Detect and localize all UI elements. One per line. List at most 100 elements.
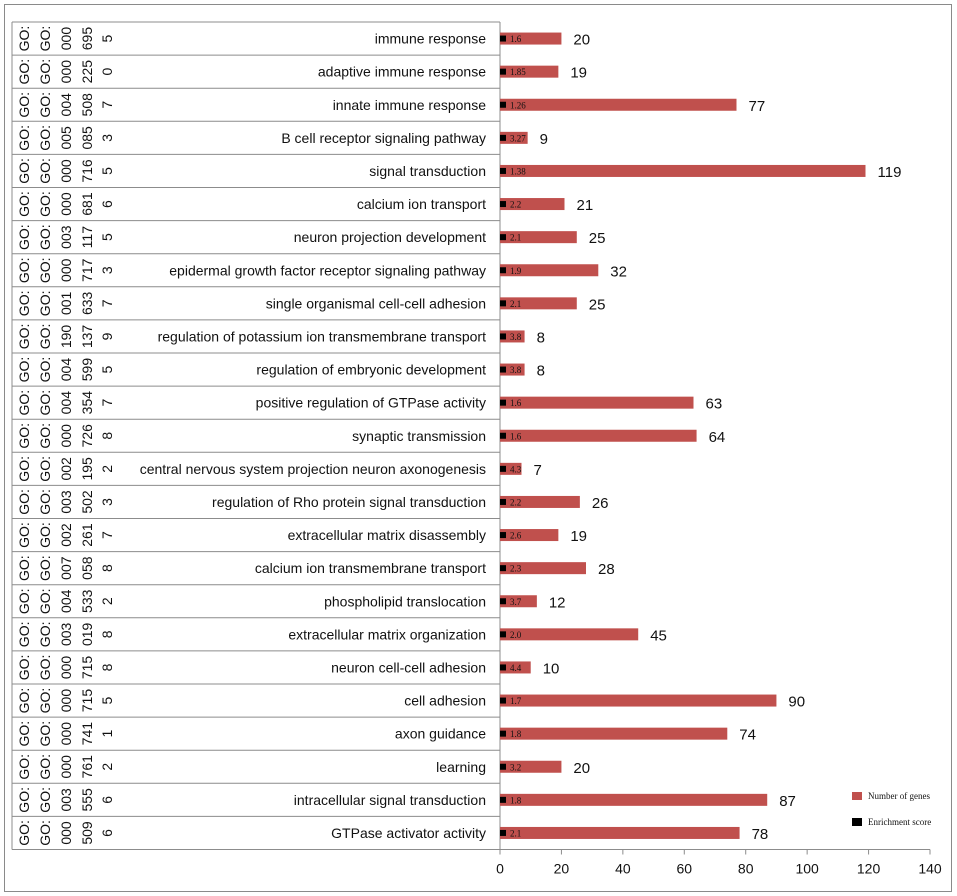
go-id-part: GO: xyxy=(37,158,53,184)
go-id-part: 502 xyxy=(79,490,95,514)
genes-bar xyxy=(500,529,559,542)
go-id-part: 509 xyxy=(79,821,95,845)
enrichment-bar xyxy=(500,565,506,572)
genes-value-label: 63 xyxy=(706,396,723,413)
enrichment-bar xyxy=(500,432,506,439)
x-tick-label: 20 xyxy=(554,861,570,877)
go-id-part: 002 xyxy=(58,457,74,481)
term-label: neuron projection development xyxy=(294,229,486,245)
enrichment-label: 1.6 xyxy=(510,431,522,441)
go-id-part: GO: xyxy=(16,522,32,548)
enrichment-label: 1.8 xyxy=(510,729,522,739)
genes-bar xyxy=(500,164,866,177)
go-id-part: 5 xyxy=(99,233,115,241)
term-label: extracellular matrix organization xyxy=(288,626,486,642)
go-id-part: GO: xyxy=(16,787,32,813)
go-id-part: 005 xyxy=(58,126,74,150)
go-id-part: 726 xyxy=(79,424,95,448)
genes-bar xyxy=(500,595,537,608)
genes-value-label: 90 xyxy=(788,694,805,711)
go-id-part: 8 xyxy=(99,630,115,638)
go-id-part: GO: xyxy=(16,456,32,482)
genes-bar xyxy=(500,562,586,575)
enrichment-label: 3.2 xyxy=(510,762,521,772)
term-label: regulation of potassium ion transmembran… xyxy=(158,328,487,344)
genes-value-label: 25 xyxy=(589,230,606,247)
enrichment-bar xyxy=(500,201,506,208)
go-id-part: GO: xyxy=(16,721,32,747)
enrichment-bar xyxy=(500,730,506,737)
term-label: immune response xyxy=(375,31,486,47)
genes-value-label: 19 xyxy=(570,528,587,545)
genes-bar xyxy=(500,760,562,773)
go-id-part: 5 xyxy=(99,34,115,42)
go-id-part: GO: xyxy=(16,390,32,416)
go-id-part: 8 xyxy=(99,663,115,671)
go-id-part: GO: xyxy=(37,721,53,747)
go-id-part: GO: xyxy=(37,622,53,648)
term-label: regulation of embryonic development xyxy=(256,362,486,378)
go-id-part: GO: xyxy=(16,688,32,714)
term-label: signal transduction xyxy=(369,163,486,179)
go-id-part: 6 xyxy=(99,796,115,804)
genes-value-label: 119 xyxy=(878,164,902,181)
enrichment-label: 3.8 xyxy=(510,332,522,342)
enrichment-bar xyxy=(500,399,506,406)
go-id-part: 000 xyxy=(58,192,74,216)
term-label: regulation of Rho protein signal transdu… xyxy=(212,494,486,510)
enrichment-label: 2.2 xyxy=(510,200,521,210)
x-tick-label: 60 xyxy=(676,861,692,877)
genes-value-label: 12 xyxy=(549,594,566,611)
term-label: adaptive immune response xyxy=(318,64,486,80)
genes-bar xyxy=(500,628,639,641)
enrichment-bar xyxy=(500,631,506,638)
genes-value-label: 87 xyxy=(779,793,796,810)
enrichment-bar xyxy=(500,167,506,174)
go-id-part: 2 xyxy=(99,597,115,605)
go-id-part: GO: xyxy=(16,489,32,515)
genes-value-label: 9 xyxy=(540,131,548,148)
go-id-part: GO: xyxy=(37,688,53,714)
term-label: neuron cell-cell adhesion xyxy=(331,659,486,675)
go-id-part: 000 xyxy=(58,258,74,282)
go-id-part: 533 xyxy=(79,589,95,613)
go-id-part: GO: xyxy=(16,125,32,151)
go-id-part: 9 xyxy=(99,332,115,340)
go-id-part: GO: xyxy=(37,291,53,317)
go-id-part: 741 xyxy=(79,722,95,746)
genes-bar xyxy=(500,264,599,277)
enrichment-label: 2.1 xyxy=(510,299,521,309)
go-id-part: GO: xyxy=(37,787,53,813)
go-id-part: 137 xyxy=(79,325,95,349)
go-id-part: 000 xyxy=(58,689,74,713)
go-id-part: 0 xyxy=(99,68,115,76)
enrichment-label: 4.4 xyxy=(510,663,522,673)
go-id-part: GO: xyxy=(16,357,32,383)
enrichment-bar xyxy=(500,796,506,803)
go-id-part: 681 xyxy=(79,192,95,216)
enrichment-bar xyxy=(500,35,506,42)
go-id-part: 2 xyxy=(99,465,115,473)
genes-bar xyxy=(500,32,562,45)
enrichment-label: 1.6 xyxy=(510,398,522,408)
enrichment-bar xyxy=(500,366,506,373)
term-label: calcium ion transport xyxy=(357,196,486,212)
enrichment-bar xyxy=(500,300,506,307)
genes-value-label: 64 xyxy=(709,429,726,446)
go-id-part: 000 xyxy=(58,722,74,746)
go-id-part: GO: xyxy=(37,357,53,383)
go-id-part: 225 xyxy=(79,60,95,84)
genes-bar xyxy=(500,65,559,78)
go-id-part: 508 xyxy=(79,93,95,117)
enrichment-bar xyxy=(500,598,506,605)
go-id-part: 3 xyxy=(99,134,115,142)
enrichment-bar xyxy=(500,68,506,75)
go-id-part: GO: xyxy=(37,92,53,118)
go-id-part: GO: xyxy=(16,59,32,85)
enrichment-label: 2.6 xyxy=(510,531,522,541)
term-label: extracellular matrix disassembly xyxy=(288,527,486,543)
go-id-part: GO: xyxy=(16,622,32,648)
genes-value-label: 25 xyxy=(589,296,606,313)
go-id-part: GO: xyxy=(16,423,32,449)
go-id-part: GO: xyxy=(16,224,32,250)
